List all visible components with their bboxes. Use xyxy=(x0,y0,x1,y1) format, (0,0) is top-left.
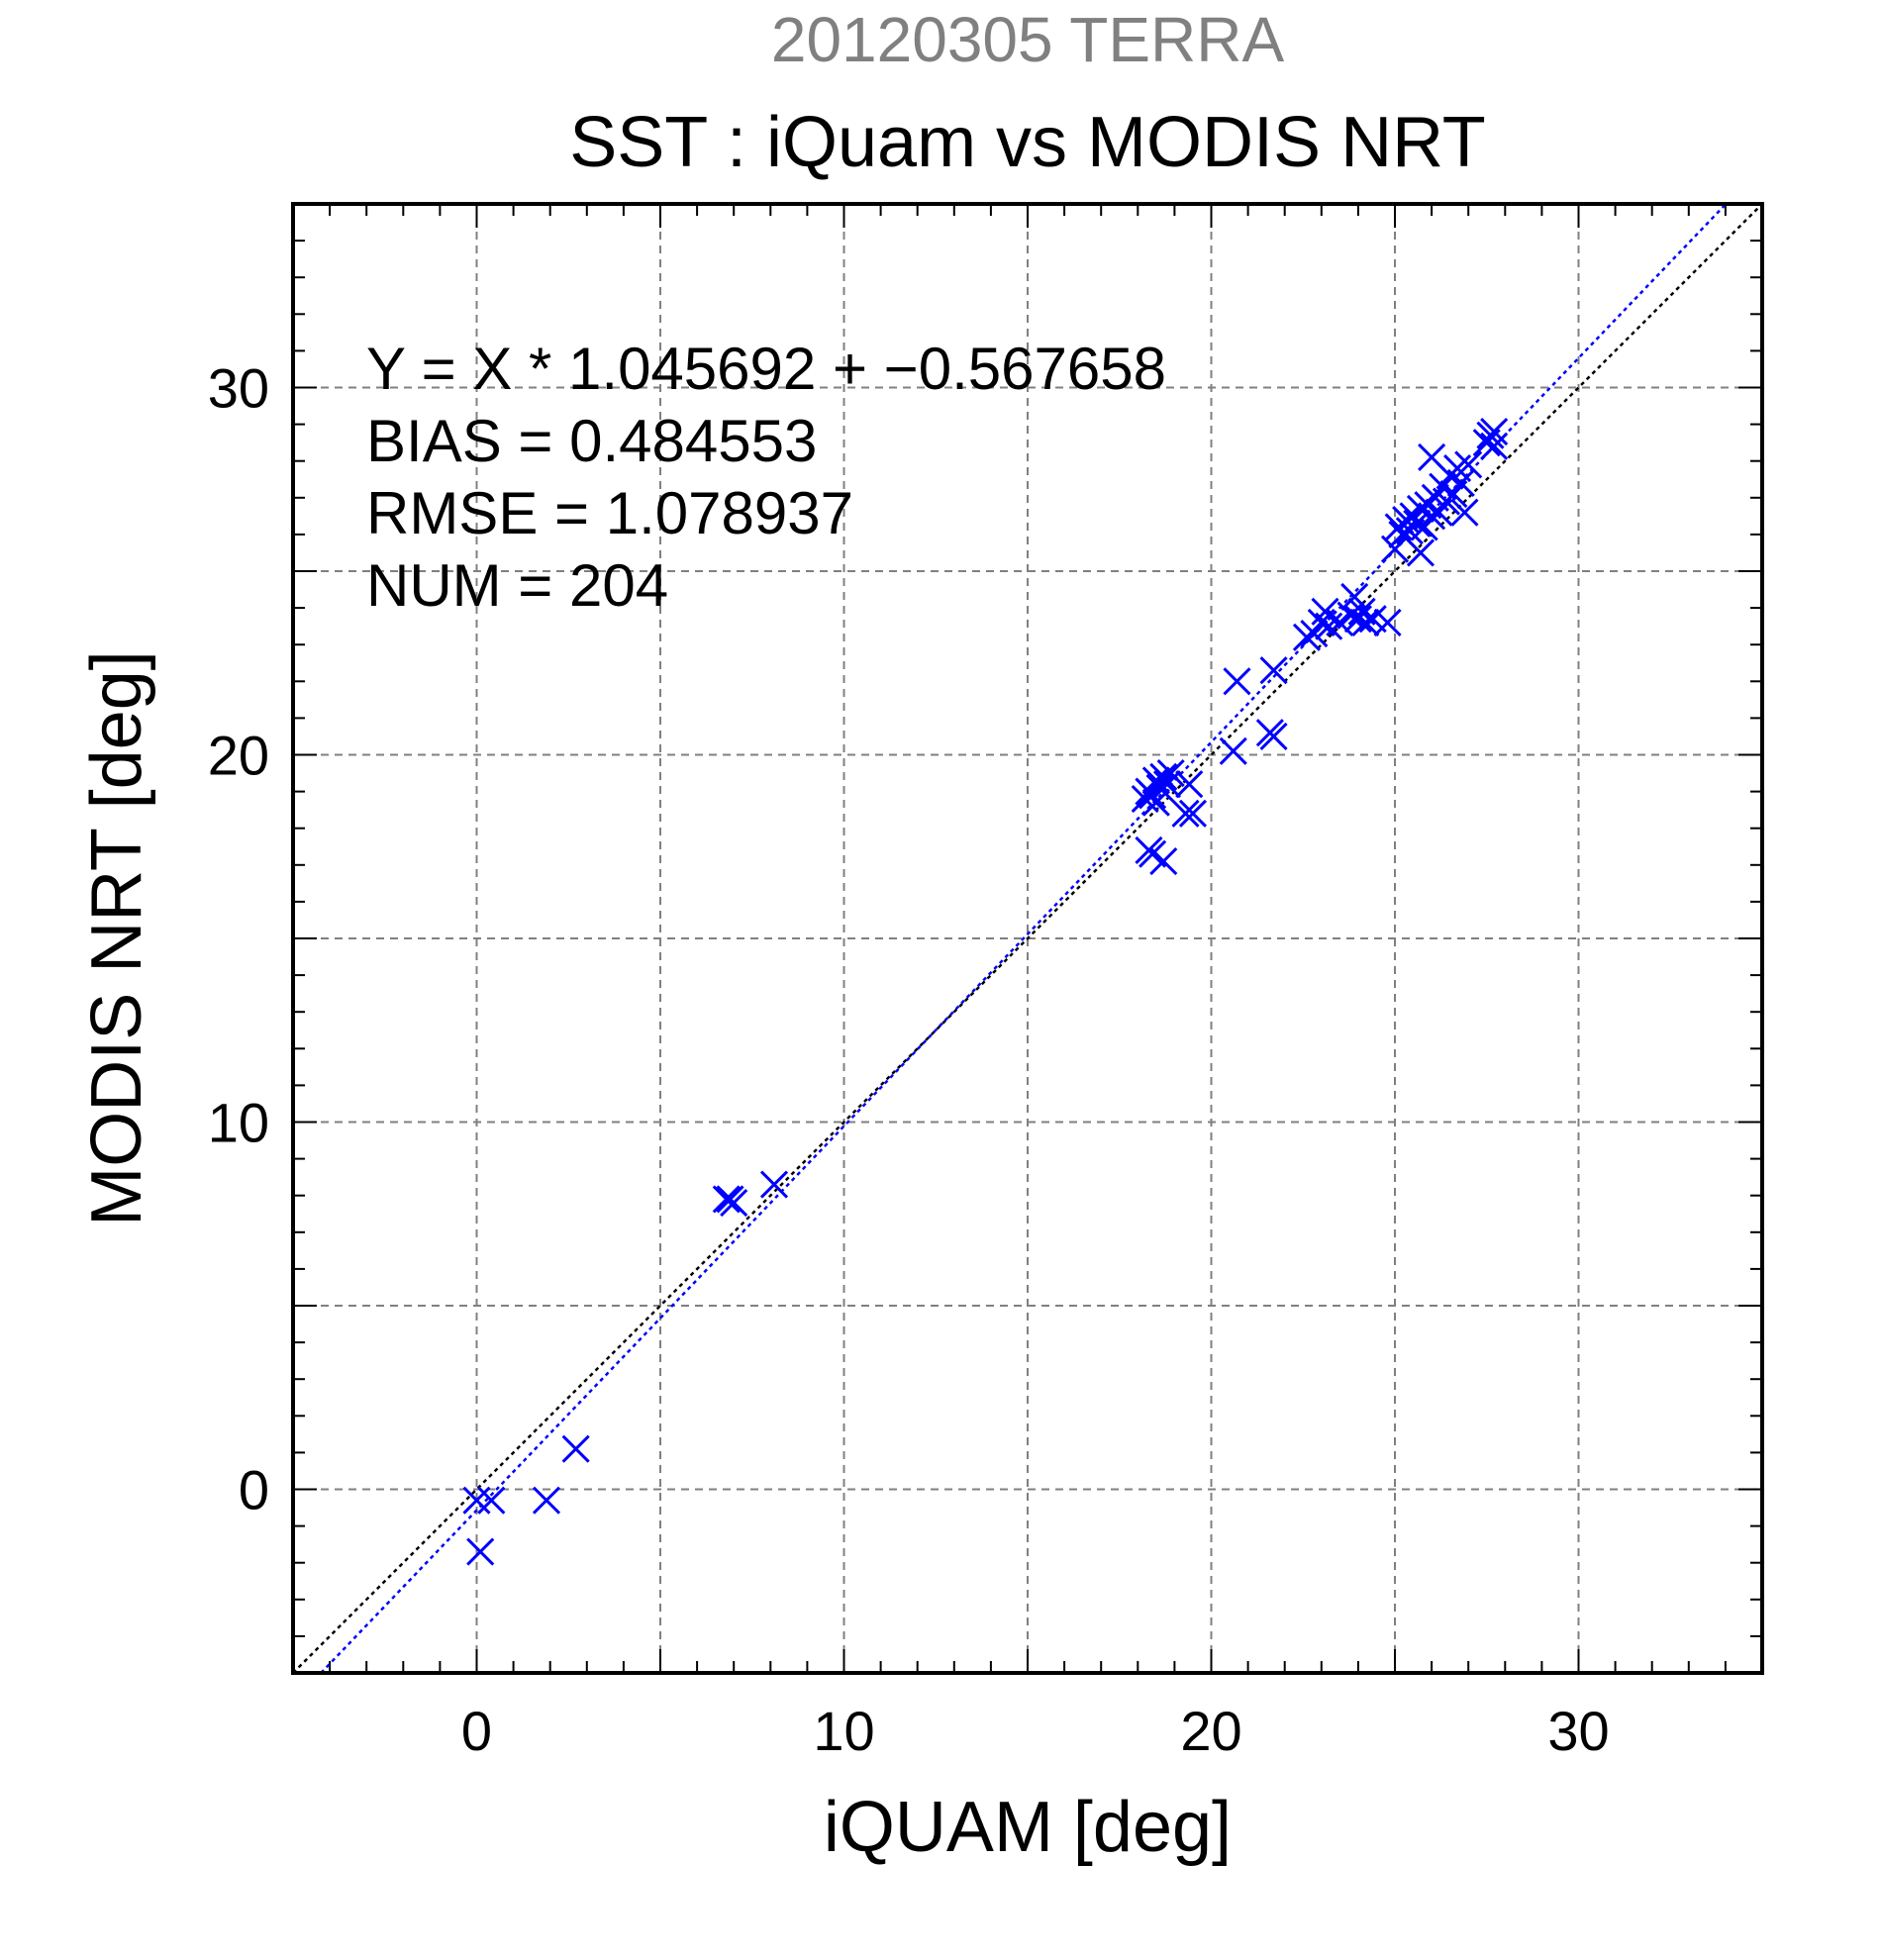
data-point-marker xyxy=(1446,468,1475,498)
data-point-marker xyxy=(532,1486,561,1515)
bias-annotation: BIAS = 0.484553 xyxy=(366,408,817,474)
data-point-marker xyxy=(1373,608,1402,637)
data-point-marker xyxy=(1343,605,1372,634)
data-point-marker xyxy=(1135,835,1163,865)
rmse-annotation: RMSE = 1.078937 xyxy=(366,480,853,546)
plot-frame xyxy=(291,202,1764,1675)
data-point-marker xyxy=(1219,736,1247,765)
x-tick-label: 30 xyxy=(1547,1700,1609,1762)
tick-label-layer: 0 0 10 10 20 20 30 30 xyxy=(208,357,1610,1763)
x-tick-label: 0 xyxy=(461,1700,492,1762)
data-point-marker xyxy=(561,1434,590,1463)
y-tick-label: 30 xyxy=(208,357,269,420)
chart-subtitle: 20120305 TERRA xyxy=(771,4,1285,75)
chart-title: SST : iQuam vs MODIS NRT xyxy=(569,103,1486,182)
one-to-one-reference-line xyxy=(292,203,1763,1674)
point-layer xyxy=(462,417,1509,1566)
fit-equation-annotation: Y = X * 1.045692 + −0.567658 xyxy=(366,336,1166,402)
data-point-marker xyxy=(1406,539,1436,567)
data-point-marker xyxy=(1454,450,1483,479)
data-point-marker xyxy=(1156,758,1185,788)
data-point-marker xyxy=(1131,784,1159,814)
data-point-marker xyxy=(1171,799,1200,828)
data-point-marker xyxy=(1351,608,1380,637)
data-point-marker xyxy=(720,1189,748,1218)
data-point-marker xyxy=(759,1170,789,1199)
data-point-marker xyxy=(1178,799,1208,828)
num-annotation: NUM = 204 xyxy=(366,552,668,619)
data-point-marker xyxy=(466,1537,495,1566)
y-tick-label: 0 xyxy=(239,1459,269,1521)
data-point-marker xyxy=(1259,656,1288,685)
data-point-marker xyxy=(1392,505,1421,535)
data-point-marker xyxy=(712,1185,741,1214)
data-point-marker xyxy=(462,1486,491,1515)
data-point-marker xyxy=(1175,770,1204,799)
data-point-marker xyxy=(1480,417,1509,446)
data-point-marker xyxy=(1141,788,1170,817)
y-axis-label: MODIS NRT [deg] xyxy=(77,650,156,1226)
regression-fit-line xyxy=(320,203,1728,1674)
data-point-marker xyxy=(1480,432,1509,460)
data-point-marker xyxy=(1315,612,1343,640)
data-point-marker xyxy=(1152,770,1182,799)
x-axis-label: iQUAM [deg] xyxy=(824,1788,1232,1867)
data-point-marker xyxy=(1149,762,1178,791)
y-tick-label: 10 xyxy=(208,1092,269,1154)
annotation-layer: Y = X * 1.045692 + −0.567658 BIAS = 0.48… xyxy=(366,336,1166,619)
x-tick-label: 10 xyxy=(813,1700,874,1762)
line-layer xyxy=(292,203,1763,1674)
data-point-marker xyxy=(1141,766,1170,795)
x-tick-label: 20 xyxy=(1180,1700,1241,1762)
data-point-marker xyxy=(1223,667,1251,696)
data-point-marker xyxy=(1450,498,1479,527)
data-point-marker xyxy=(1259,722,1288,751)
data-point-marker xyxy=(1149,847,1178,876)
data-point-marker xyxy=(477,1486,506,1515)
y-tick-label: 20 xyxy=(208,725,269,787)
